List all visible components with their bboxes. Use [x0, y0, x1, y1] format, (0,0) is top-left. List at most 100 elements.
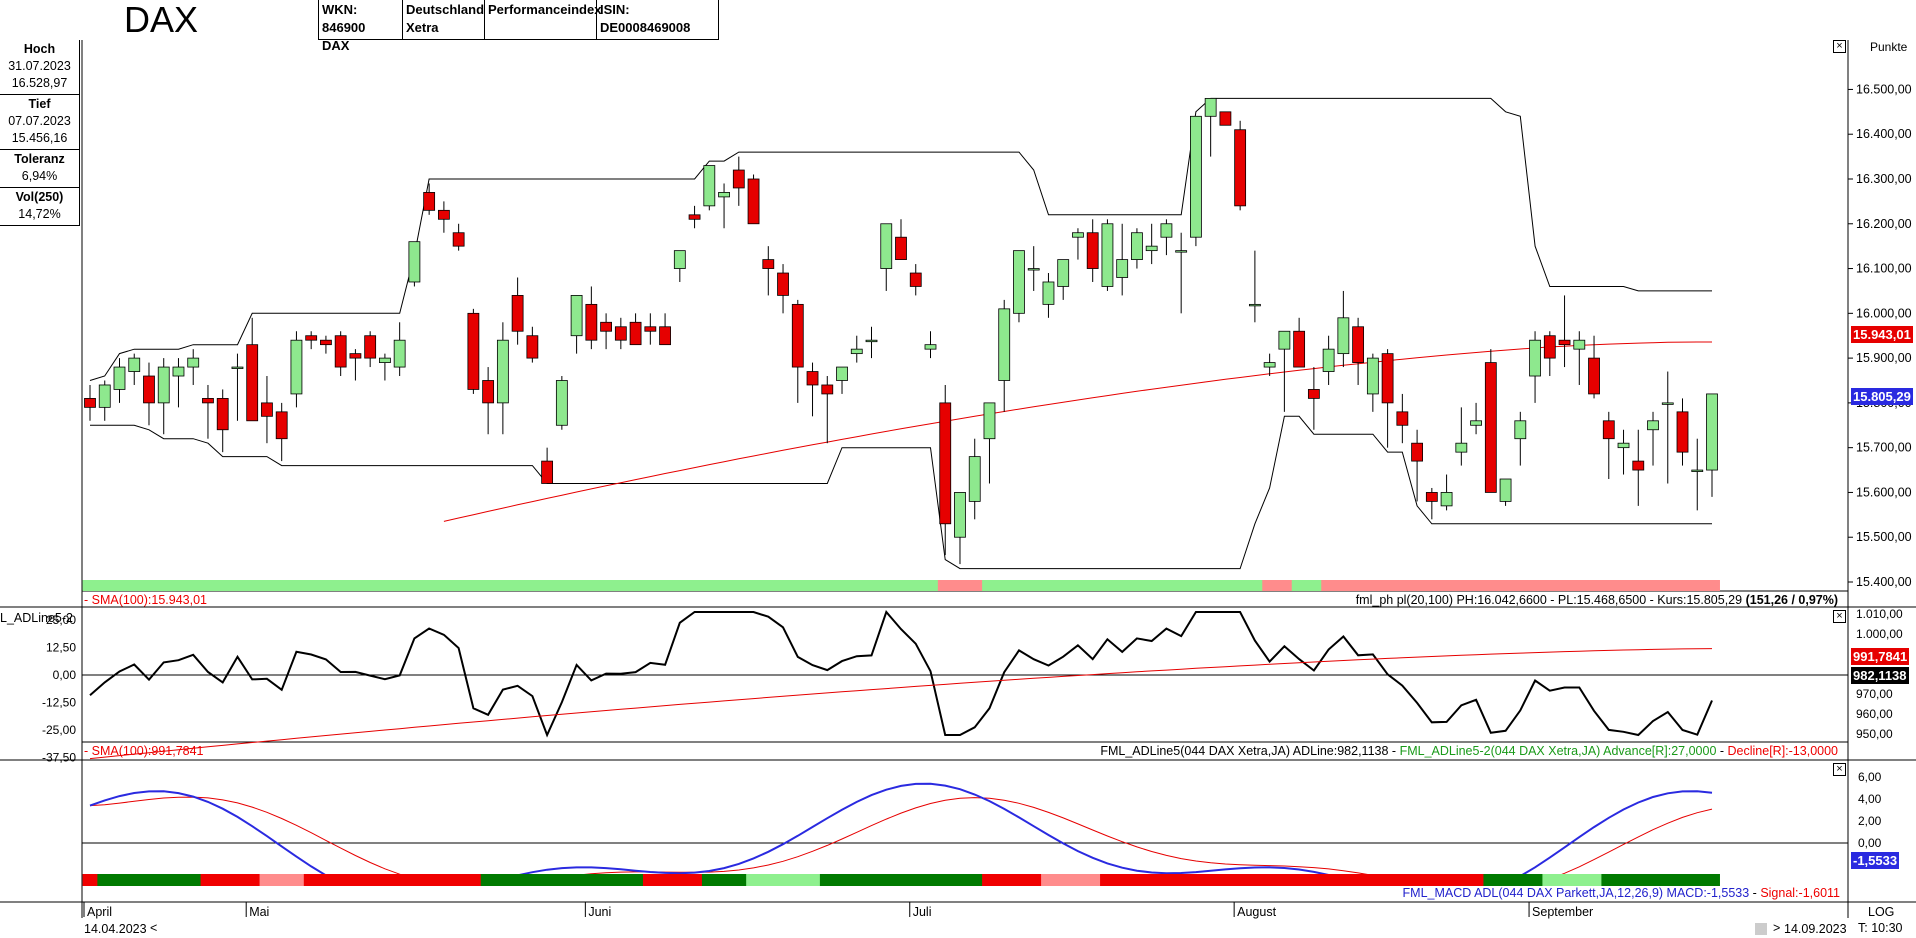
signal-cell [805, 580, 821, 591]
signal-cell [893, 580, 909, 591]
candle-body [718, 192, 730, 198]
main-status-change: (151,26 / 0,97%) [1745, 593, 1838, 607]
index-type-cell: Performanceindex [485, 0, 601, 40]
signal-cell [185, 580, 202, 591]
signal-cell [1291, 580, 1308, 591]
close-main-icon[interactable]: × [1833, 40, 1846, 53]
adline-left-tick: 25,00 [46, 613, 76, 627]
candle-body [1588, 357, 1600, 395]
signal-cell [1203, 580, 1219, 591]
candle-body [202, 398, 214, 404]
candle-body [128, 357, 141, 372]
signal-cell [200, 580, 216, 591]
signal-cell [849, 580, 865, 591]
main-status-text: fml_ph pl(20,100) PH:16.042,6600 - PL:15… [1355, 593, 1743, 607]
macd-signal-cell [1070, 874, 1086, 886]
close-macd-icon[interactable]: × [1833, 763, 1846, 776]
macd-signal-cell [1483, 874, 1499, 886]
macd-signal-cell [1542, 874, 1558, 886]
candle-body [187, 357, 200, 368]
macd-signal-cell [1306, 874, 1322, 886]
adline-line [89, 610, 1713, 738]
macd-signal-cell [1409, 874, 1426, 886]
candle-body [614, 326, 627, 341]
signal-cell [1557, 580, 1573, 591]
sma-legend: - SMA(100):15.943,01 [84, 593, 207, 607]
info-vol-value: 14,72% [18, 207, 61, 221]
signal-cell [112, 580, 128, 591]
candle-body [172, 366, 185, 377]
scroll-thumb[interactable] [1755, 923, 1767, 935]
signal-cell [760, 580, 777, 591]
candle-body [334, 335, 347, 368]
log-toggle[interactable]: LOG [1868, 905, 1895, 919]
candle-body [1366, 357, 1379, 395]
macd-signal-cell [126, 874, 143, 886]
signal-cell [97, 580, 113, 591]
info-tol-label: Toleranz [14, 152, 65, 166]
macd-signal-cell [230, 874, 246, 886]
info-vol-label: Vol(250) [15, 190, 64, 204]
signal-cell [318, 580, 334, 591]
signal-cell [1277, 580, 1293, 591]
start-date: 14.04.2023 [84, 922, 147, 936]
end-date: 14.09.2023 [1784, 922, 1847, 936]
candle-body [1013, 250, 1025, 314]
signal-cell [701, 580, 718, 591]
signal-cell [1306, 580, 1322, 591]
candle-body [1101, 223, 1114, 287]
macd-signal-cell [141, 874, 157, 886]
signal-cell [495, 580, 511, 591]
macd-value-tag: -1,5533 [1851, 852, 1900, 869]
macd-signal-cell [171, 874, 187, 886]
info-high: Hoch 31.07.2023 16.528,97 [0, 40, 80, 95]
macd-signal-cell [937, 874, 954, 886]
nav-left-button[interactable]: < [150, 921, 158, 935]
candle-body [850, 348, 863, 355]
signal-cell [1645, 580, 1661, 591]
candle-body [836, 366, 848, 381]
info-low-date: 07.07.2023 [8, 114, 71, 128]
candle-body [1042, 281, 1055, 305]
macd-signal-cell [362, 874, 379, 886]
macd-signal-cell [1380, 874, 1396, 886]
close-adline-icon[interactable]: × [1833, 610, 1846, 623]
macd-signal-cell [893, 874, 909, 886]
candle-body [1307, 389, 1320, 399]
signal-cell [362, 580, 379, 591]
macd-signal-cell [1630, 874, 1647, 886]
info-low-value: 15.456,16 [11, 131, 68, 145]
signal-cell [1055, 580, 1072, 591]
macd-signal-cell [805, 874, 821, 886]
signal-cell [952, 580, 968, 591]
macd-status-red: Signal:-1,6011 [1760, 886, 1840, 900]
macd-signal-cell [746, 874, 762, 886]
macd-signal-cell [1586, 874, 1603, 886]
macd-signal-cell [1055, 874, 1072, 886]
candle-body [364, 335, 377, 359]
signal-cell [480, 580, 497, 591]
nav-right-button[interactable]: > [1773, 921, 1781, 935]
signal-cell [392, 580, 408, 591]
macd-signal-cell [1453, 874, 1470, 886]
adline-value-tag: 982,1138 [1851, 667, 1909, 684]
macd-signal-cell [495, 874, 511, 886]
signal-cell [1409, 580, 1426, 591]
macd-signal-cell [790, 874, 806, 886]
macd-signal-cell [1689, 874, 1706, 886]
signal-cell [377, 580, 393, 591]
macd-signal-cell [1114, 874, 1131, 886]
signal-cell [510, 580, 526, 591]
candle-body [1573, 339, 1586, 350]
y-tick-label: 16.200,00 [1856, 217, 1912, 231]
signal-cell [436, 580, 452, 591]
signal-cell [1542, 580, 1558, 591]
candle-body [1293, 330, 1306, 368]
candle-body [688, 214, 701, 220]
signal-cell [731, 580, 747, 591]
candle-body [1204, 97, 1217, 117]
candle-body [1219, 111, 1232, 126]
signal-cell [1100, 580, 1116, 591]
candle-body [1529, 339, 1541, 377]
